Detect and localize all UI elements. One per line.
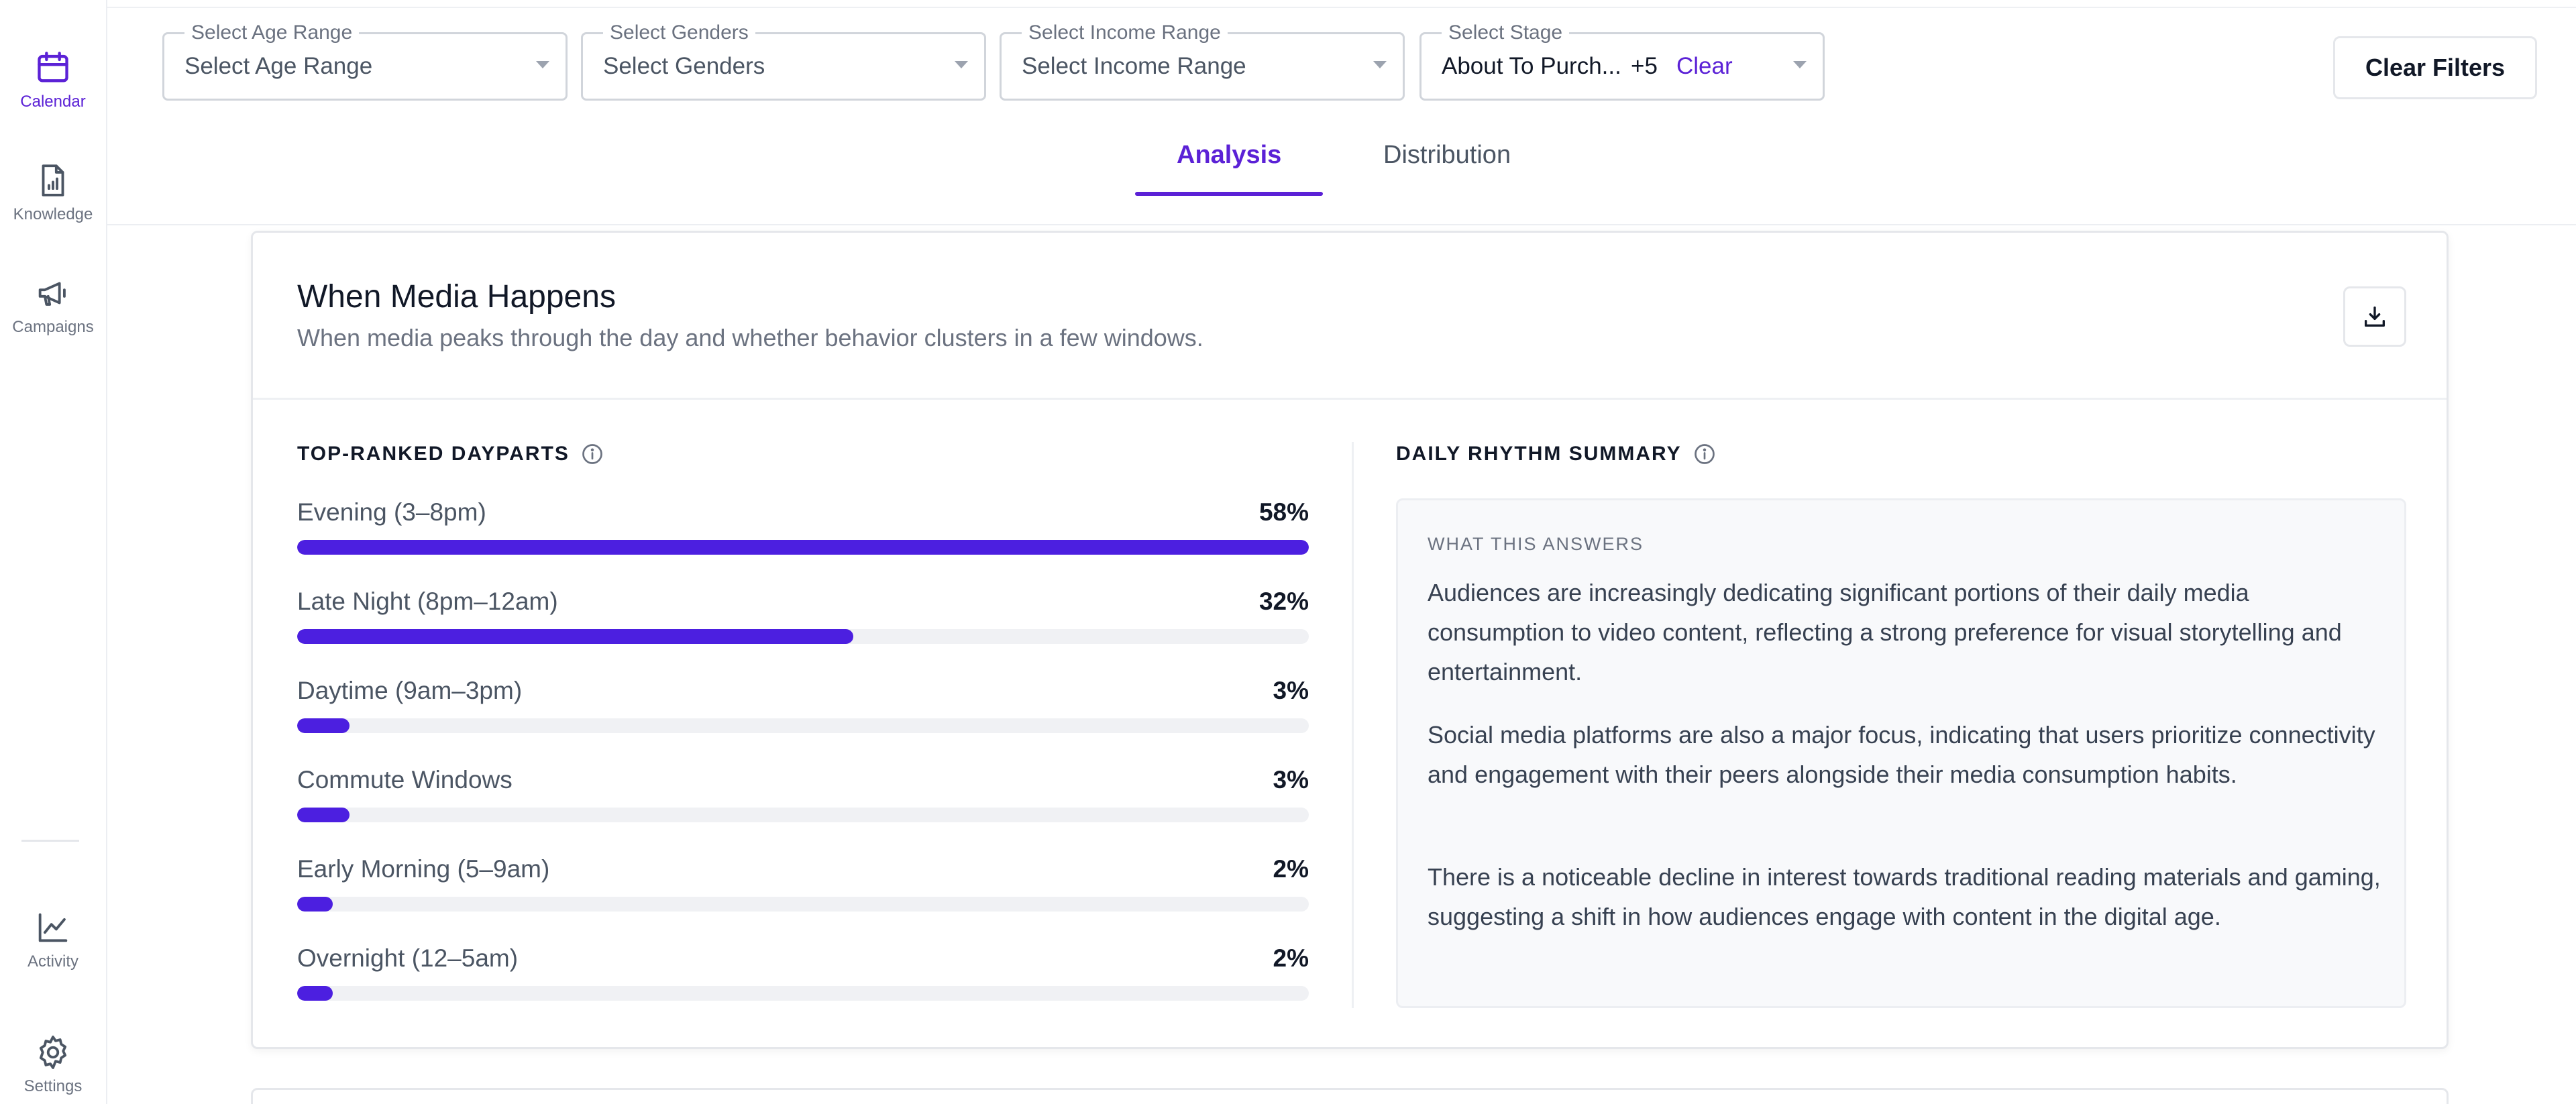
income-range-legend: Select Income Range (1022, 21, 1228, 45)
chevron-down-icon (1373, 61, 1387, 68)
genders-legend: Select Genders (603, 21, 755, 45)
chevron-down-icon (955, 61, 968, 68)
daypart-name: Daytime (9am–3pm) (297, 677, 523, 704)
daypart-percent: 3% (1273, 766, 1309, 793)
summary-label: WHAT THIS ANSWERS (1428, 534, 1644, 554)
daypart-percent: 32% (1258, 588, 1309, 615)
daypart-bar-track (297, 986, 1309, 1001)
megaphone-icon (32, 272, 74, 314)
genders-select[interactable]: Select Genders Select Genders (581, 21, 986, 101)
daypart-bar-track (297, 897, 1309, 912)
summary-heading-text: DAILY RHYTHM SUMMARY (1396, 443, 1682, 465)
sidebar-item-calendar[interactable]: Calendar (0, 47, 106, 111)
column-divider (1352, 442, 1354, 1008)
card-title: When Media Happens (297, 279, 616, 315)
daypart-bar-fill (297, 629, 854, 644)
top-bar (107, 0, 2576, 8)
clear-filters-button[interactable]: Clear Filters (2333, 36, 2537, 99)
daypart-row: Commute Windows 3% (297, 766, 1309, 840)
active-tab-indicator (1135, 192, 1323, 196)
daypart-name: Commute Windows (297, 766, 513, 793)
document-chart-icon (32, 160, 74, 201)
genders-value: Select Genders (603, 53, 765, 79)
age-range-legend: Select Age Range (184, 21, 360, 45)
daypart-row: Daytime (9am–3pm) 3% (297, 677, 1309, 751)
download-button[interactable] (2343, 286, 2406, 347)
card-subtitle: When media peaks through the day and whe… (297, 324, 1203, 351)
card-divider (253, 398, 2447, 400)
chevron-down-icon (1793, 61, 1807, 68)
daypart-percent: 2% (1273, 855, 1309, 883)
line-chart-icon (32, 907, 74, 948)
dayparts-heading-text: TOP-RANKED DAYPARTS (297, 443, 570, 465)
sidebar-item-settings[interactable]: Settings (0, 1032, 106, 1096)
download-icon (2365, 307, 2385, 327)
stage-legend: Select Stage (1442, 21, 1570, 45)
daypart-name: Late Night (8pm–12am) (297, 588, 558, 615)
stage-value: About To Purch... (1442, 53, 1621, 79)
income-range-select[interactable]: Select Income Range Select Income Range (1000, 21, 1405, 101)
summary-paragraph: Social media platforms are also a major … (1428, 721, 2375, 788)
tab-distribution[interactable]: Distribution (1383, 141, 1511, 169)
when-media-happens-card: When Media Happens When media peaks thro… (251, 231, 2449, 1049)
stage-select[interactable]: Select Stage About To Purch... +5 Clear (1419, 21, 1825, 101)
daypart-row: Late Night (8pm–12am) 32% (297, 588, 1309, 661)
sidebar-item-label: Calendar (20, 93, 86, 111)
daypart-bar-track (297, 718, 1309, 733)
daypart-row: Evening (3–8pm) 58% (297, 498, 1309, 572)
sidebar-item-label: Settings (23, 1077, 83, 1095)
sidebar-item-label: Activity (27, 952, 78, 971)
daypart-percent: 58% (1258, 498, 1309, 526)
sidebar-item-label: Campaigns (12, 318, 94, 336)
next-card (251, 1088, 2449, 1104)
tab-analysis[interactable]: Analysis (1177, 141, 1282, 169)
sidebar: Calendar Knowledge Campaigns Activity Se… (0, 0, 107, 1104)
info-icon[interactable] (580, 442, 604, 466)
dayparts-heading: TOP-RANKED DAYPARTS (297, 442, 604, 466)
summary-paragraph: Audiences are increasingly dedicating si… (1428, 579, 2342, 685)
daypart-bar-fill (297, 718, 350, 733)
daypart-percent: 2% (1273, 944, 1309, 972)
daypart-bar-track (297, 629, 1309, 644)
daypart-name: Overnight (12–5am) (297, 944, 519, 972)
daypart-name: Evening (3–8pm) (297, 498, 486, 526)
daypart-bar-fill (297, 808, 350, 822)
stage-more-count: +5 (1631, 53, 1658, 79)
daypart-bar-track (297, 808, 1309, 822)
summary-heading: DAILY RHYTHM SUMMARY (1396, 442, 1717, 466)
daypart-percent: 3% (1273, 677, 1309, 704)
daypart-name: Early Morning (5–9am) (297, 855, 550, 883)
daypart-bar-track (297, 540, 1309, 555)
daypart-row: Early Morning (5–9am) 2% (297, 855, 1309, 929)
stage-clear-button[interactable]: Clear (1676, 53, 1733, 79)
daypart-bar-fill (297, 986, 333, 1001)
sidebar-item-activity[interactable]: Activity (0, 907, 106, 971)
daypart-bar-fill (297, 540, 1309, 555)
gear-icon (32, 1032, 74, 1073)
summary-box: WHAT THIS ANSWERS Audiences are increasi… (1396, 498, 2406, 1008)
sidebar-item-label: Knowledge (13, 205, 93, 223)
calendar-icon (32, 47, 74, 89)
daypart-bar-fill (297, 897, 333, 912)
age-range-value: Select Age Range (184, 53, 373, 79)
income-range-value: Select Income Range (1022, 53, 1246, 79)
age-range-select[interactable]: Select Age Range Select Age Range (162, 21, 568, 101)
daypart-row: Overnight (12–5am) 2% (297, 944, 1309, 1018)
summary-paragraph: There is a noticeable decline in interes… (1428, 863, 2381, 930)
info-icon[interactable] (1693, 442, 1717, 466)
chevron-down-icon (536, 61, 549, 68)
sidebar-item-knowledge[interactable]: Knowledge (0, 160, 106, 224)
sidebar-item-campaigns[interactable]: Campaigns (0, 272, 106, 337)
sidebar-divider (21, 840, 79, 842)
